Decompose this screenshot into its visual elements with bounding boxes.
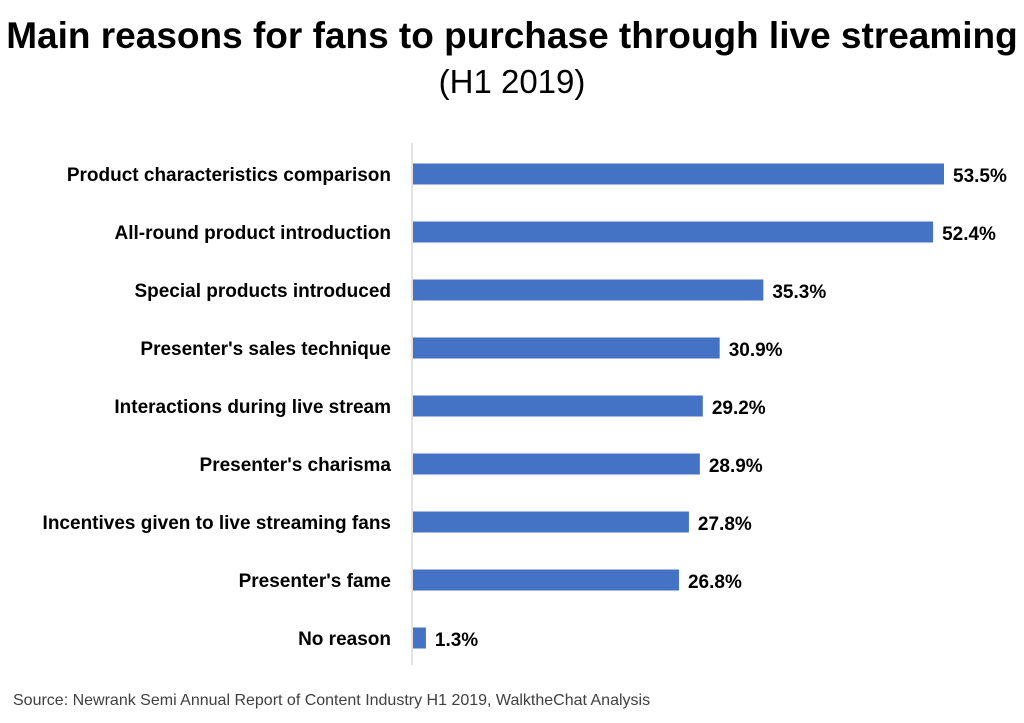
value-label: 28.9%	[709, 456, 763, 477]
chart-title: Main reasons for fans to purchase throug…	[6, 15, 1018, 56]
bar	[413, 163, 944, 185]
bar	[413, 221, 934, 243]
category-label: Presenter's fame	[239, 571, 391, 592]
value-label: 52.4%	[942, 224, 996, 245]
bar	[413, 627, 426, 649]
value-label: 27.8%	[698, 514, 752, 535]
category-label: Special products introduced	[134, 281, 391, 302]
value-label: 1.3%	[435, 630, 478, 651]
bar	[413, 511, 689, 533]
bar	[413, 569, 679, 591]
bar	[413, 337, 720, 359]
bar	[413, 279, 764, 301]
value-label: 30.9%	[729, 340, 783, 361]
category-label: All-round product introduction	[114, 223, 391, 244]
bar	[413, 453, 700, 475]
value-label: 29.2%	[712, 398, 766, 419]
category-label: Interactions during live stream	[114, 397, 391, 418]
value-label: 26.8%	[688, 572, 742, 593]
category-label: Product characteristics comparison	[67, 165, 391, 186]
category-label: Presenter's sales technique	[140, 339, 391, 360]
chart-subtitle: (H1 2019)	[438, 63, 586, 100]
category-label: Presenter's charisma	[200, 455, 392, 476]
category-label: No reason	[298, 629, 391, 650]
value-label: 35.3%	[772, 282, 826, 303]
category-label: Incentives given to live streaming fans	[43, 513, 391, 534]
value-label: 53.5%	[953, 166, 1007, 187]
bar	[413, 395, 703, 417]
source-note: Source: Newrank Semi Annual Report of Co…	[13, 692, 651, 709]
